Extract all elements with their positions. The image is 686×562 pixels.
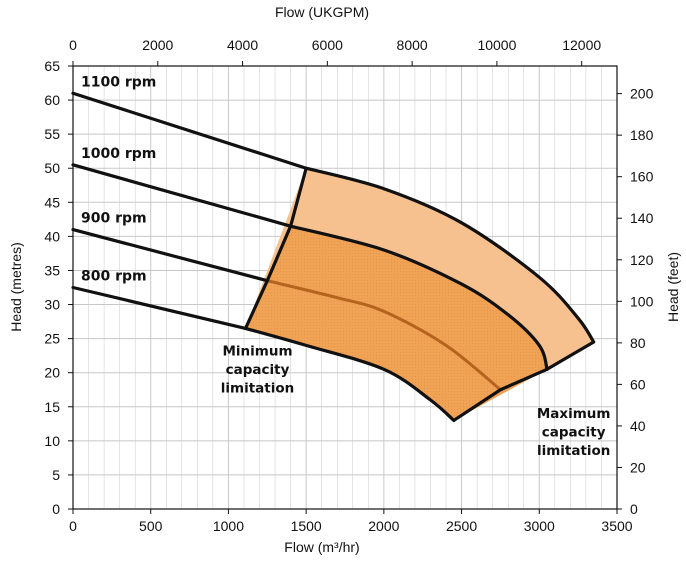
x-axis-title: Flow (m³/hr): [284, 539, 359, 555]
y-tick-label: 30: [44, 297, 60, 313]
y2-tick-label: 140: [630, 210, 654, 226]
x-tick-label: 500: [139, 518, 163, 534]
y-tick-label: 20: [44, 365, 60, 381]
x2-tick-label: 2000: [142, 37, 173, 53]
y-tick-label: 15: [44, 399, 60, 415]
x2-tick-label: 12000: [562, 37, 601, 53]
y2-tick-label: 160: [630, 169, 654, 185]
y-tick-label: 40: [44, 228, 60, 244]
axes: [68, 61, 622, 514]
y-axis-title: Head (metres): [8, 242, 24, 331]
x2-tick-label: 10000: [477, 37, 516, 53]
maximum-capacity-note: Maximum capacity limitation: [537, 406, 611, 459]
right-axis-title: Head (feet): [665, 252, 681, 322]
y2-tick-label: 40: [630, 418, 646, 434]
y-tick-label: 60: [44, 92, 60, 108]
y2-tick-label: 100: [630, 293, 654, 309]
y-tick-label: 50: [44, 160, 60, 176]
y-tick-label: 65: [44, 58, 60, 74]
curve-labels: 1100 rpm 1000 rpm 900 rpm 800 rpm: [81, 74, 156, 284]
x-tick-label: 3500: [601, 518, 632, 534]
series-line-1100-rpm: [71, 91, 308, 170]
x-tick-label: 1000: [213, 518, 244, 534]
y2-tick-label: 120: [630, 252, 654, 268]
plot-frame: [72, 65, 618, 510]
x-tick-label: 2000: [368, 518, 399, 534]
series-line-1000-rpm: [71, 163, 293, 228]
y2-tick-label: 180: [630, 127, 654, 143]
minimum-capacity-note: Minimum capacity limitation: [221, 343, 294, 396]
y-tick-label: 5: [52, 467, 60, 483]
y-tick-label: 55: [44, 126, 60, 142]
curve-lines: [71, 91, 596, 422]
curve-label-1000-rpm: 1000 rpm: [81, 146, 156, 162]
y2-tick-label: 80: [630, 335, 646, 351]
x2-tick-label: 0: [69, 37, 77, 53]
x-tick-label: 1500: [291, 518, 322, 534]
series-line-1100-rpm-envelope: [304, 166, 596, 344]
y-tick-label: 0: [52, 501, 60, 517]
x-tick-label: 0: [69, 518, 77, 534]
series-line-800-rpm-envelope: [243, 326, 456, 422]
y-tick-label: 25: [44, 331, 60, 347]
series-line-900-rpm-inner: [265, 279, 502, 392]
y-tick-label: 35: [44, 262, 60, 278]
x-tick-label: 3000: [524, 518, 555, 534]
series-line-1000-rpm-envelope: [289, 224, 549, 371]
maximum-capacity-boundary: [452, 340, 595, 422]
y2-tick-label: 20: [630, 459, 646, 475]
y-tick-label: 45: [44, 194, 60, 210]
curve-label-800-rpm: 800 rpm: [81, 269, 147, 285]
top-axis-title: Flow (UKGPM): [275, 4, 369, 20]
annotations: Minimum capacity limitation Maximum capacity…: [221, 343, 611, 459]
x-tick-label: 2500: [446, 518, 477, 534]
y2-tick-label: 200: [630, 86, 654, 102]
curve-label-1100-rpm: 1100 rpm: [81, 74, 156, 90]
series-line-900-rpm: [71, 227, 269, 283]
x2-tick-label: 8000: [397, 37, 428, 53]
x2-tick-label: 6000: [312, 37, 343, 53]
x2-tick-label: 4000: [227, 37, 258, 53]
region-dark-texture: [245, 226, 548, 421]
curve-label-900-rpm: 900 rpm: [81, 211, 147, 227]
series-line-800-rpm: [71, 285, 248, 330]
operating-region: [245, 168, 594, 421]
y2-tick-label: 0: [630, 501, 638, 517]
minimum-capacity-boundary: [244, 167, 308, 330]
y-tick-label: 10: [44, 433, 60, 449]
y2-tick-label: 60: [630, 376, 646, 392]
